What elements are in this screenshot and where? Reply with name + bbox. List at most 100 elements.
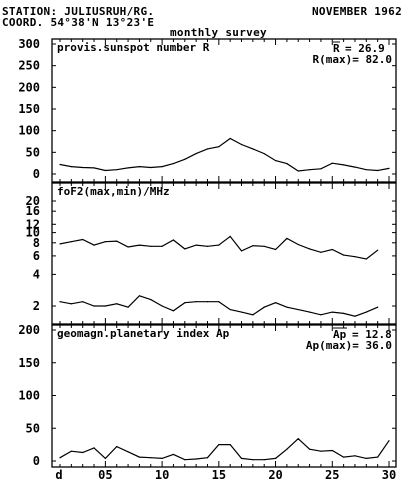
data-point [308,448,311,450]
mean-stat-value: = 26.9 [345,42,385,55]
data-point [229,444,231,446]
data-point [59,243,61,245]
data-point [161,245,163,247]
y-tick-label: 2 [33,299,40,313]
mean-stat-label: R [333,42,340,55]
data-point [70,241,72,243]
data-point [206,457,209,459]
data-point [286,237,288,240]
data-point [150,245,152,247]
coordinates-label: COORD. 54°38'N 13°23'E [2,16,155,29]
data-point [150,299,152,301]
data-point [320,314,322,316]
data-point [82,451,84,454]
data-point [206,148,209,150]
data-point [377,456,379,458]
data-point [263,459,265,461]
data-point [331,162,333,164]
data-point [365,311,367,313]
data-point [93,305,95,307]
y-tick-label: 0 [33,167,40,181]
data-point [184,302,186,304]
data-point [206,301,209,303]
data-point [240,311,243,313]
data-point [184,459,186,461]
data-point [331,311,333,313]
data-point [252,245,254,247]
data-point [116,303,118,305]
data-point [308,311,311,313]
survey-label: monthly survey [170,26,267,39]
y-tick-label: 0 [33,454,40,468]
data-point [229,235,231,238]
data-point [127,167,129,169]
data-point [138,295,141,297]
data-point [93,167,95,169]
data-point [308,248,311,250]
mean-stat-label: Ap [333,328,347,341]
data-point [263,306,265,308]
data-point [297,308,299,311]
data-point [150,166,152,169]
max-stat-label: R(max)= 82.0 [313,53,392,66]
data-point [331,449,333,452]
x-tick-label: 10 [155,468,169,480]
data-point [172,163,175,165]
data-point [286,163,288,165]
data-point [59,457,61,459]
panel-frame [51,38,397,183]
data-point [150,457,152,459]
x-tick-label: 30 [382,468,396,480]
series-line [59,437,390,461]
y-tick-label: 300 [18,37,40,51]
data-point [127,246,129,248]
data-point [104,169,106,172]
y-tick-label: 4 [33,267,40,281]
data-point [297,243,299,246]
data-point [377,306,379,308]
data-point [263,245,265,247]
data-point [184,248,186,250]
mean-stat-value: = 12.8 [352,328,392,341]
data-point [365,169,367,171]
data-point [252,459,254,461]
data-point [320,450,322,452]
data-point [138,244,141,246]
data-point [388,167,390,169]
data-point [343,164,345,166]
data-point [229,308,231,311]
data-point [320,251,322,253]
data-point [354,315,356,317]
series-line [59,137,390,172]
data-point [93,244,95,246]
data-point [82,166,84,169]
data-point [195,301,197,303]
data-point [161,457,163,459]
data-point [59,301,61,303]
data-point [161,305,163,307]
data-point [116,169,118,171]
data-point [240,250,243,252]
data-point [172,239,175,241]
data-point [127,306,129,308]
y-tick-label: 150 [18,102,40,116]
data-point [365,457,367,459]
data-point [286,306,288,308]
data-point [343,456,345,458]
x-tick-label: 05 [98,468,112,480]
data-point [274,248,277,251]
data-point [161,166,163,168]
data-point [252,148,254,150]
data-point [172,453,175,456]
data-point [308,169,311,171]
data-point [240,143,243,146]
y-tick-label: 100 [18,124,40,138]
data-point [104,305,106,307]
data-point [59,163,61,166]
y-tick-label: 8 [33,236,40,250]
y-tick-label: 50 [26,145,40,159]
data-point [274,302,277,304]
y-tick-label: 150 [18,356,40,370]
data-point [343,254,345,256]
y-tick-label: 250 [18,59,40,73]
